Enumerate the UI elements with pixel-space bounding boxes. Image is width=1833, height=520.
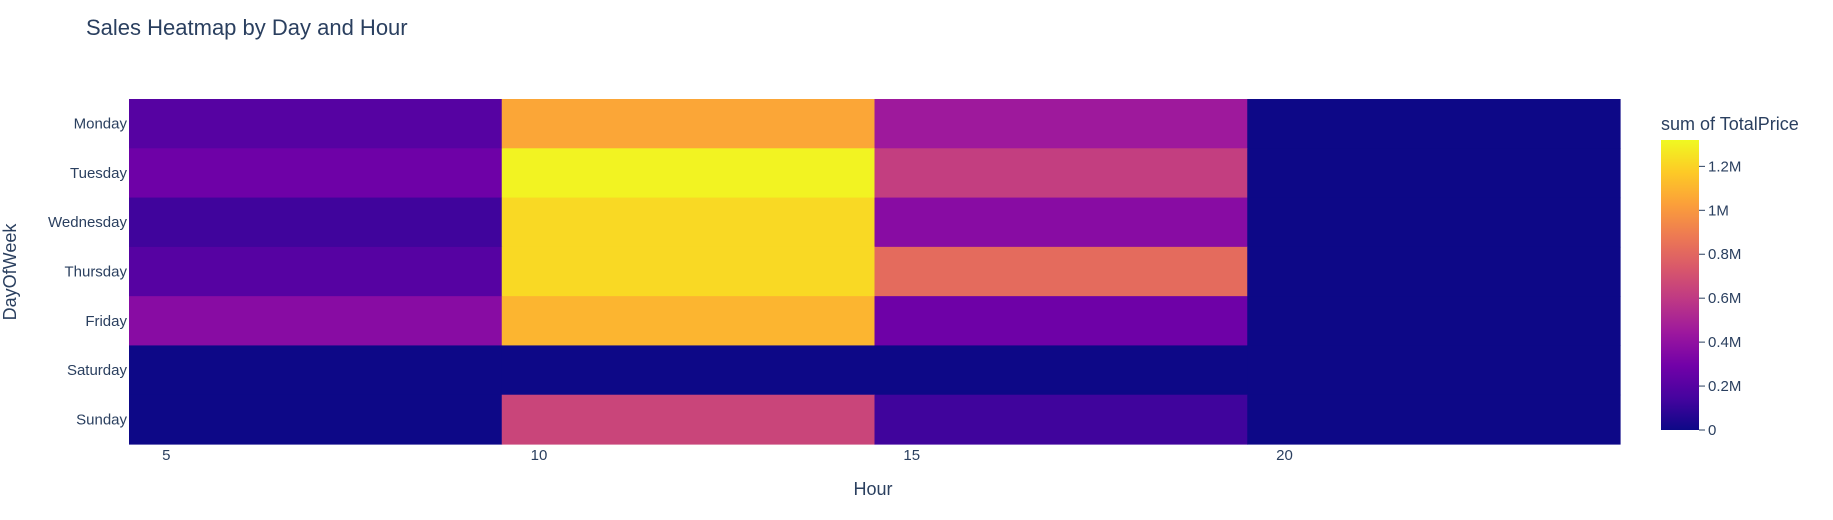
y-tick-label: Saturday [67, 362, 128, 379]
x-axis-ticks: 5 10 15 20 [162, 447, 1293, 464]
heatmap-cell [874, 246, 1248, 297]
colorbar: sum of TotalPrice 0 0.2M 0.4M 0.6M 0.8M 1M 1.2… [1661, 114, 1799, 439]
heatmap-cell [129, 296, 503, 347]
heatmap-cell [501, 197, 876, 248]
heatmap-cell [501, 246, 876, 297]
heatmap-cell [874, 99, 1248, 149]
heatmap-cell [1247, 99, 1621, 149]
heatmap-cell [874, 345, 1248, 396]
x-tick-label: 15 [903, 447, 920, 464]
heatmap-cell [129, 148, 503, 199]
y-axis-ticks: Monday Tuesday Wednesday Thursday Friday Satu… [48, 116, 127, 429]
y-tick-label: Monday [74, 116, 128, 133]
heatmap-cell [874, 148, 1248, 199]
heatmap-cell [129, 246, 503, 297]
colorbar-title: sum of TotalPrice [1661, 114, 1799, 134]
x-axis-title: Hour [853, 479, 892, 499]
heatmap-cell [1247, 345, 1621, 396]
heatmap-cell [129, 394, 503, 445]
chart-title: Sales Heatmap by Day and Hour [86, 15, 408, 40]
heatmap-cell [129, 197, 503, 248]
y-tick-label: Friday [85, 313, 127, 330]
heatmap-cell [501, 345, 876, 396]
heatmap-cell [1247, 197, 1621, 248]
heatmap-cell [129, 99, 503, 149]
colorbar-tick-label: 0.8M [1708, 246, 1741, 263]
colorbar-ticks: 0 0.2M 0.4M 0.6M 0.8M 1M 1.2M [1699, 158, 1741, 439]
colorbar-tick-label: 1.2M [1708, 158, 1741, 175]
heatmap-cell [1247, 246, 1621, 297]
heatmap-cell [501, 99, 876, 149]
colorbar-gradient [1661, 140, 1699, 430]
heatmap-cell [501, 148, 876, 199]
heatmap-cell [874, 394, 1248, 445]
colorbar-tick-label: 0.4M [1708, 334, 1741, 351]
y-tick-label: Sunday [76, 411, 127, 428]
colorbar-tick-label: 0.2M [1708, 378, 1741, 395]
heatmap-cell [1247, 296, 1621, 347]
heatmap-cell [874, 296, 1248, 347]
heatmap-cell [501, 296, 876, 347]
x-tick-label: 5 [162, 447, 170, 464]
y-axis-title: DayOfWeek [0, 223, 20, 321]
colorbar-tick-label: 1M [1708, 202, 1729, 219]
heatmap-cells [129, 99, 1621, 445]
colorbar-tick-label: 0 [1708, 422, 1716, 439]
x-tick-label: 10 [531, 447, 548, 464]
y-tick-label: Tuesday [70, 165, 127, 182]
y-tick-label: Wednesday [48, 214, 127, 231]
y-tick-label: Thursday [64, 264, 127, 281]
x-tick-label: 20 [1276, 447, 1293, 464]
heatmap-cell [501, 394, 876, 445]
heatmap-cell [1247, 148, 1621, 199]
heatmap-cell [874, 197, 1248, 248]
heatmap-cell [1247, 394, 1621, 445]
heatmap-cell [129, 345, 503, 396]
colorbar-tick-label: 0.6M [1708, 290, 1741, 307]
